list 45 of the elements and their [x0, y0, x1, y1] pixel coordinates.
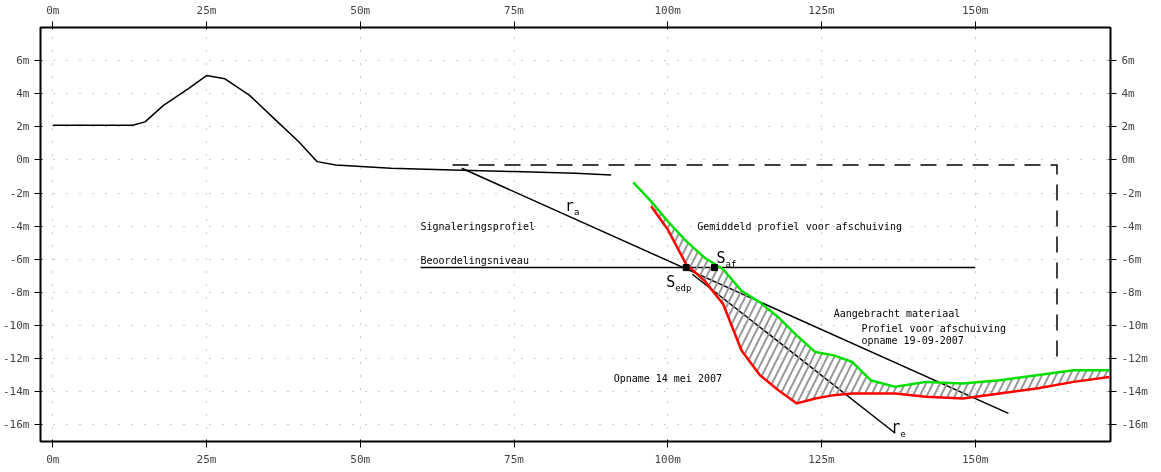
y2-tick-label: -16m — [1121, 418, 1149, 432]
y-tick-label: 6m — [16, 54, 30, 68]
y-tick-label: -12m — [3, 352, 30, 366]
x2-tick-label: 125m — [808, 452, 836, 466]
y-tick-label: -8m — [9, 285, 30, 299]
y-tick-label: 0m — [16, 153, 30, 167]
x-tick-label: 50m — [350, 3, 371, 17]
annotation: Signaleringsprofiel — [420, 220, 535, 232]
y2-tick-label: -6m — [1121, 252, 1142, 266]
y-tick-label: -14m — [3, 385, 30, 399]
x2-tick-label: 100m — [654, 452, 682, 466]
y2-tick-label: 6m — [1121, 54, 1136, 68]
y-tick-label: -10m — [3, 319, 30, 333]
x-tick-label: 100m — [654, 3, 682, 17]
x2-tick-label: 0m — [46, 452, 60, 466]
annotation: Aangebracht materiaal — [833, 308, 961, 320]
y-tick-label: -4m — [9, 219, 30, 233]
y-tick-label: -6m — [9, 252, 30, 266]
x-tick-label: 0m — [46, 3, 60, 17]
annotation: opname 19-09-2007 — [861, 334, 964, 346]
y2-tick-label: -8m — [1121, 285, 1142, 299]
x-tick-label: 25m — [196, 3, 217, 17]
y2-tick-label: -4m — [1121, 219, 1142, 233]
y2-tick-label: -2m — [1121, 186, 1142, 200]
annotation: Gemiddeld profiel voor afschuiving — [697, 220, 902, 232]
y-tick-label: -2m — [9, 186, 30, 200]
y2-tick-label: -14m — [1121, 385, 1149, 399]
y-tick-label: -16m — [3, 418, 30, 432]
y2-tick-label: 0m — [1121, 153, 1136, 167]
annotation: Opname 14 mei 2007 — [613, 373, 722, 385]
y2-tick-label: -12m — [1121, 352, 1149, 366]
y2-tick-label: 4m — [1121, 87, 1136, 101]
x-tick-label: 125m — [808, 3, 836, 17]
x-tick-label: 75m — [504, 3, 525, 17]
x2-tick-label: 75m — [504, 452, 525, 466]
x2-tick-label: 25m — [196, 452, 217, 466]
annotation: Profiel voor afschuiving — [861, 323, 1006, 335]
x-tick-label: 150m — [961, 3, 989, 17]
y2-tick-label: 2m — [1121, 120, 1136, 134]
annotation: Beoordelingsniveau — [420, 255, 529, 267]
y-tick-label: 2m — [16, 120, 30, 134]
y2-tick-label: -10m — [1121, 319, 1149, 333]
y-tick-label: 4m — [16, 87, 30, 101]
x2-tick-label: 50m — [350, 452, 371, 466]
x2-tick-label: 150m — [961, 452, 989, 466]
